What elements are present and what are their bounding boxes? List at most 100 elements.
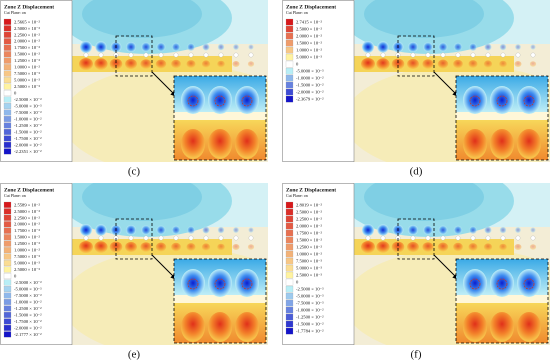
legend-entry: 1.5000 × 10⁻² (14, 235, 41, 240)
contour-plot (344, 0, 550, 175)
legend-entry: 5.0000 × 10⁻³ (14, 78, 41, 83)
legend-swatch (3, 77, 12, 84)
legend-swatch (3, 83, 12, 90)
legend-entry: 2.5000 × 10⁻³ (296, 273, 323, 278)
legend-swatch (285, 264, 294, 272)
legend-entry: 1.0000 × 10⁻² (296, 48, 323, 53)
legend-swatch (3, 318, 12, 325)
legend-swatch (3, 214, 12, 221)
legend-entry: 0 (296, 280, 299, 285)
legend-swatch (285, 39, 294, 47)
legend-swatch (285, 88, 294, 96)
legend-entry: 1.5000 × 10⁻² (296, 238, 323, 243)
legend-swatch (3, 148, 12, 155)
legend-entry: 1.5000 × 10⁻² (14, 52, 41, 57)
legend-title: Zone Z Displacement (4, 187, 54, 193)
legend-swatch (3, 25, 12, 32)
legend-swatch (285, 327, 294, 335)
legend-swatch (3, 135, 12, 142)
legend-entry: 0 (14, 91, 17, 96)
legend-entry: -1.0000 × 10⁻² (296, 76, 324, 81)
legend-entry: 5.0000 × 10⁻³ (296, 266, 323, 271)
legend-entry: 2.0000 × 10⁻² (14, 39, 41, 44)
legend-swatch (3, 273, 12, 280)
legend-swatch (285, 285, 294, 293)
legend-entry: 2.2500 × 10⁻² (14, 215, 41, 220)
legend-entry: -2.3679 × 10⁻² (296, 97, 324, 102)
legend-entry: -2.5000 × 10⁻³ (296, 287, 324, 292)
legend-swatch (3, 103, 12, 109)
legend-swatch (3, 227, 12, 234)
legend-swatch (285, 278, 294, 286)
legend-entry: 2.0000 × 10⁻² (296, 34, 323, 39)
legend-swatch (3, 57, 12, 64)
legend-swatch (3, 122, 12, 129)
legend-entry: -5.0000 × 10⁻³ (296, 69, 324, 74)
legend-subtitle: Cut Plane: on (4, 193, 26, 198)
legend-swatch (285, 18, 294, 26)
legend-entry: 1.2500 × 10⁻² (14, 241, 41, 246)
legend-entry: 7.5000 × 10⁻³ (296, 259, 323, 264)
legend-entry: 2.5665 × 10⁻² (14, 19, 41, 24)
legend-swatch (285, 32, 294, 40)
legend-entry: -1.5000 × 10⁻² (14, 312, 42, 317)
legend-entry: -2.0000 × 10⁻² (296, 90, 324, 95)
legend-swatch (3, 234, 12, 241)
legend-swatch (285, 222, 294, 230)
legend-swatch (285, 292, 294, 300)
legend-entry: 2.0000 × 10⁻² (14, 222, 41, 227)
legend-swatch (285, 320, 294, 328)
legend-swatch (3, 292, 12, 299)
contour-plot (62, 0, 302, 175)
legend-entry: 1.7500 × 10⁻² (296, 231, 323, 236)
legend-entry: -1.2500 × 10⁻² (296, 315, 324, 320)
legend-swatch (3, 64, 12, 71)
panel-label: (c) (128, 166, 141, 178)
legend-swatch (3, 44, 12, 51)
legend-swatch (285, 215, 294, 223)
legend-entry: -5.0000 × 10⁻³ (296, 294, 324, 299)
legend-swatch (3, 260, 12, 267)
panel-label: (e) (128, 349, 141, 360)
legend-swatch (285, 306, 294, 314)
legend-swatch (3, 31, 12, 38)
legend-entry: 2.2500 × 10⁻² (14, 32, 41, 37)
legend-entry: -2.2351 × 10⁻² (14, 149, 42, 154)
legend-swatch (285, 95, 294, 103)
legend-swatch (3, 116, 12, 122)
legend-swatch (3, 51, 12, 58)
legend-swatch (285, 25, 294, 33)
legend-entry: -5.0000 × 10⁻³ (14, 286, 42, 291)
legend-entry: -1.7784 × 10⁻² (296, 329, 324, 334)
legend-entry: -7.5000 × 10⁻³ (296, 301, 324, 306)
contour-plot (344, 165, 550, 358)
legend-title: Zone Z Displacement (286, 4, 336, 10)
legend-entry: 2.0000 × 10⁻² (296, 224, 323, 229)
legend-swatch (285, 257, 294, 265)
legend-swatch (285, 60, 294, 68)
legend-swatch (285, 229, 294, 237)
legend-entry: 2.5000 × 10⁻² (14, 26, 41, 31)
legend-entry: 2.5000 × 10⁻² (14, 209, 41, 214)
legend-swatch (3, 286, 12, 292)
legend-swatch (285, 271, 294, 279)
legend-swatch (285, 67, 294, 75)
legend-swatch (3, 305, 12, 312)
legend-entry: -2.1777 × 10⁻² (14, 332, 42, 337)
legend-entry: 1.5000 × 10⁻² (296, 41, 323, 46)
legend-entry: 2.5000 × 10⁻³ (14, 267, 41, 272)
legend-subtitle: Cut Plane: on (4, 10, 26, 15)
legend-entry: 5.0000 × 10⁻³ (296, 55, 323, 60)
legend-swatch (3, 18, 12, 25)
legend-entry: 2.5000 × 10⁻² (296, 210, 323, 215)
panel-label: (f) (411, 349, 422, 360)
legend-entry: 5.0000 × 10⁻³ (14, 261, 41, 266)
legend-entry: -5.0000 × 10⁻³ (14, 103, 42, 108)
contour-plot (62, 165, 302, 358)
legend-entry: -1.7500 × 10⁻² (14, 319, 42, 324)
legend-swatch (285, 208, 294, 216)
legend-entry: 2.8019 × 10⁻² (296, 203, 323, 208)
legend-entry: 2.5000 × 10⁻³ (14, 84, 41, 89)
